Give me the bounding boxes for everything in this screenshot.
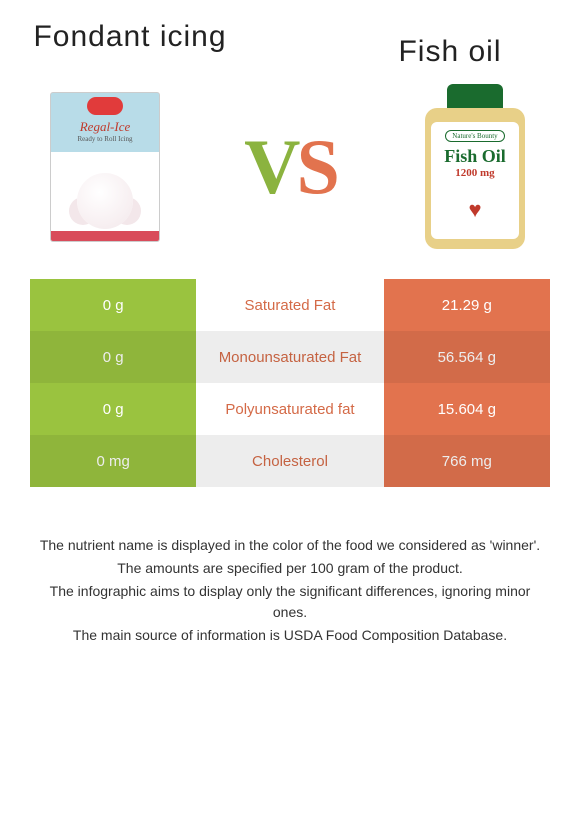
fishoil-brand: Nature's Bounty [445, 130, 504, 142]
left-value: 0 g [30, 279, 196, 331]
product-left-image: Regal-Ice Ready to Roll Icing [40, 79, 170, 254]
footer-line: The amounts are specified per 100 gram o… [36, 558, 544, 579]
heart-icon: ♥ [468, 197, 481, 223]
right-value: 766 mg [384, 435, 550, 487]
footer-line: The nutrient name is displayed in the co… [36, 535, 544, 556]
product-right-image: Nature's Bounty Fish Oil 1200 mg ♥ [410, 79, 540, 254]
nutrient-label: Monounsaturated Fat [196, 331, 383, 383]
fishoil-bottle-illustration: Nature's Bounty Fish Oil 1200 mg ♥ [425, 84, 525, 249]
header: Fondant icing Fish oil [30, 20, 550, 69]
table-row: 0 gSaturated Fat21.29 g [30, 279, 550, 331]
nutrient-label: Polyunsaturated fat [196, 383, 383, 435]
vs-label: VS [244, 122, 336, 212]
left-value: 0 mg [30, 435, 196, 487]
title-right: Fish oil [350, 20, 550, 69]
comparison-table: 0 gSaturated Fat21.29 g0 gMonounsaturate… [30, 279, 550, 487]
nutrient-label: Saturated Fat [196, 279, 383, 331]
table-row: 0 mgCholesterol766 mg [30, 435, 550, 487]
bottle-label: Nature's Bounty Fish Oil 1200 mg ♥ [431, 122, 519, 239]
vs-s: S [296, 123, 335, 210]
nutrient-label: Cholesterol [196, 435, 383, 487]
right-value: 21.29 g [384, 279, 550, 331]
icing-box-illustration: Regal-Ice Ready to Roll Icing [50, 92, 160, 242]
droetker-logo [87, 97, 123, 115]
fishoil-name: Fish Oil [444, 146, 506, 167]
table-row: 0 gMonounsaturated Fat56.564 g [30, 331, 550, 383]
icing-product-sub: Ready to Roll Icing [51, 135, 159, 143]
products-row: Regal-Ice Ready to Roll Icing VS Nature'… [30, 79, 550, 254]
cupcake-icon [77, 173, 133, 229]
title-left: Fondant icing [30, 20, 230, 55]
fishoil-mg: 1200 mg [455, 167, 494, 179]
table-row: 0 gPolyunsaturated fat15.604 g [30, 383, 550, 435]
right-value: 56.564 g [384, 331, 550, 383]
vs-v: V [244, 123, 296, 210]
left-value: 0 g [30, 331, 196, 383]
icing-product-name: Regal-Ice [51, 119, 159, 135]
right-value: 15.604 g [384, 383, 550, 435]
footer-line: The main source of information is USDA F… [36, 625, 544, 646]
footer-line: The infographic aims to display only the… [36, 581, 544, 623]
footer-notes: The nutrient name is displayed in the co… [30, 535, 550, 646]
left-value: 0 g [30, 383, 196, 435]
